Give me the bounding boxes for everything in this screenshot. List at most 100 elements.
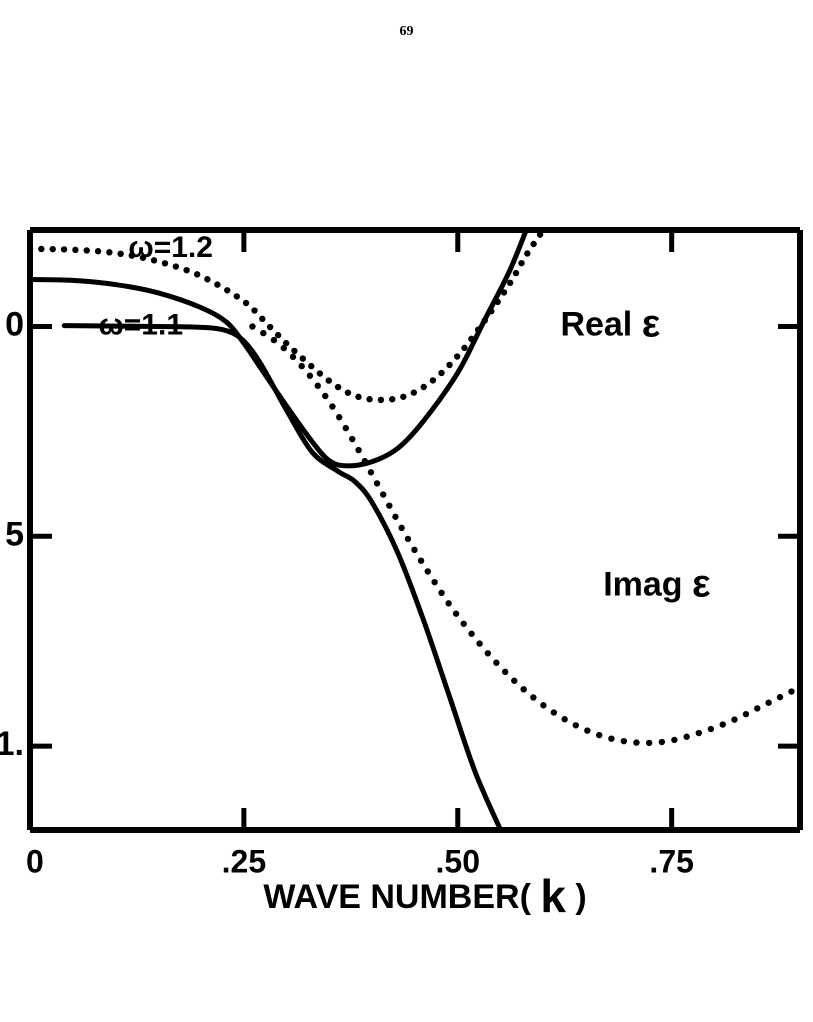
dot-omega12_imag <box>281 345 287 351</box>
dot-omega12_imag <box>343 425 349 431</box>
dot-omega12_imag <box>398 525 404 531</box>
x-tick-label: .75 <box>649 843 693 879</box>
dot-omega12_real <box>183 267 189 273</box>
dot-omega12_real <box>454 353 460 359</box>
dot-omega12_real <box>524 250 530 256</box>
dot-omega12_imag <box>418 557 424 563</box>
dot-omega12_real <box>488 308 494 314</box>
dot-omega12_imag <box>298 363 304 369</box>
dot-omega12_imag <box>788 688 794 694</box>
dot-omega12_imag <box>530 694 536 700</box>
dot-omega12_real <box>106 249 112 255</box>
x-tick-label: .50 <box>436 843 480 879</box>
dot-omega12_real <box>513 270 519 276</box>
dot-omega12_imag <box>608 735 614 741</box>
label-imag_eps: Imag ε <box>603 563 710 606</box>
dot-omega12_real <box>95 248 101 254</box>
dot-omega12_imag <box>431 579 437 585</box>
dot-omega12_real <box>267 324 273 330</box>
dot-omega12_real <box>438 370 444 376</box>
dot-omega12_imag <box>386 502 392 508</box>
dot-omega12_imag <box>445 600 451 606</box>
y-tick-label: 0 <box>5 305 24 343</box>
dot-omega12_imag <box>696 730 702 736</box>
dot-omega12_real <box>326 377 332 383</box>
dot-omega12_imag <box>249 323 255 329</box>
dot-omega12_real <box>291 348 297 354</box>
dot-omega12_real <box>251 307 257 313</box>
dot-omega12_imag <box>453 610 459 616</box>
dot-omega12_real <box>214 281 220 287</box>
dot-omega12_real <box>234 293 240 299</box>
dot-omega12_imag <box>405 536 411 542</box>
dot-omega12_imag <box>290 354 296 360</box>
dot-omega12_imag <box>743 711 749 717</box>
dot-omega12_real <box>366 396 372 402</box>
dot-omega12_real <box>461 345 467 351</box>
dot-omega12_imag <box>683 734 689 740</box>
label-real_eps: Real ε <box>560 303 660 346</box>
dot-omega12_imag <box>425 568 431 574</box>
dot-omega12_real <box>446 362 452 368</box>
dot-omega12_imag <box>633 739 639 745</box>
dot-omega12_imag <box>476 640 482 646</box>
dot-omega12_real <box>259 316 265 322</box>
dot-omega12_imag <box>596 732 602 738</box>
dot-omega12_imag <box>392 514 398 520</box>
chart-svg: 0.25.50.75051.WAVE NUMBER( k )ω=1.2ω=1.1… <box>0 220 813 940</box>
dot-omega12_imag <box>461 621 467 627</box>
dot-omega12_imag <box>671 737 677 743</box>
dot-omega12_real <box>495 299 501 305</box>
dot-omega12_real <box>72 247 78 253</box>
curve-omega11_real <box>30 230 526 466</box>
dot-omega12_real <box>50 246 56 252</box>
dot-omega12_imag <box>754 705 760 711</box>
dot-omega12_real <box>518 260 524 266</box>
x-tick-label: 0 <box>26 843 44 879</box>
dot-omega12_imag <box>551 709 557 715</box>
dot-omega12_real <box>400 394 406 400</box>
dot-omega12_real <box>411 389 417 395</box>
dot-omega12_real <box>537 231 543 237</box>
dot-omega12_imag <box>349 436 355 442</box>
dot-omega12_real <box>482 317 488 323</box>
dot-omega12_imag <box>355 447 361 453</box>
dot-omega12_imag <box>621 738 627 744</box>
dot-omega12_imag <box>485 650 491 656</box>
dot-omega12_real <box>421 384 427 390</box>
dot-omega12_real <box>507 280 513 286</box>
dot-omega12_imag <box>260 330 266 336</box>
dot-omega12_imag <box>659 739 665 745</box>
dot-omega12_imag <box>720 721 726 727</box>
dielectric-chart: 0.25.50.75051.WAVE NUMBER( k )ω=1.2ω=1.1… <box>0 220 813 940</box>
dot-omega12_real <box>224 287 230 293</box>
dot-omega12_imag <box>271 337 277 343</box>
dot-omega12_imag <box>765 700 771 706</box>
dot-omega12_real <box>430 377 436 383</box>
dot-omega12_real <box>355 394 361 400</box>
dot-omega12_imag <box>468 631 474 637</box>
dot-omega12_imag <box>573 722 579 728</box>
dot-omega12_imag <box>584 727 590 733</box>
dot-omega12_imag <box>322 393 328 399</box>
dot-omega12_real <box>243 300 249 306</box>
y-tick-label: 1. <box>0 725 24 763</box>
dot-omega12_imag <box>368 469 374 475</box>
dot-omega12_imag <box>731 716 737 722</box>
dot-omega12_imag <box>561 716 567 722</box>
dot-omega12_real <box>475 326 481 332</box>
x-axis-label: WAVE NUMBER( k ) <box>263 870 586 922</box>
dot-omega12_real <box>84 247 90 253</box>
dot-omega12_imag <box>307 373 313 379</box>
dot-omega12_real <box>317 370 323 376</box>
dot-omega12_real <box>468 336 474 342</box>
dot-omega12_real <box>501 289 507 295</box>
dot-omega12_real <box>300 355 306 361</box>
dot-omega12_real <box>275 332 281 338</box>
dot-omega12_real <box>530 241 536 247</box>
curve-omega11_imag <box>64 326 500 830</box>
dot-omega12_imag <box>646 740 652 746</box>
dot-omega12_imag <box>493 660 499 666</box>
page-number: 69 <box>0 24 813 40</box>
dot-omega12_real <box>345 389 351 395</box>
